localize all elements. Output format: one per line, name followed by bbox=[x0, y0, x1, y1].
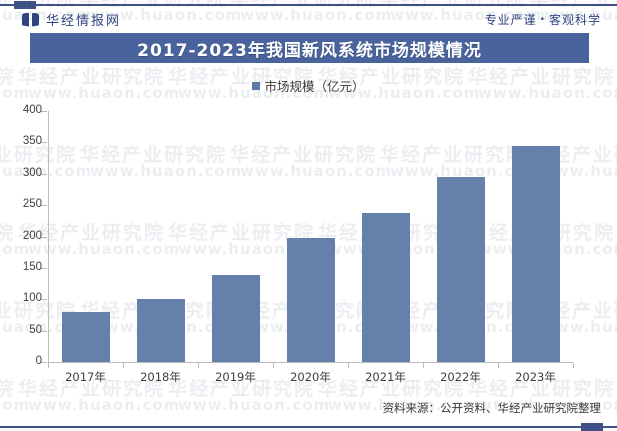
x-axis-tick-label: 2021年 bbox=[365, 370, 406, 384]
y-axis-tick bbox=[41, 205, 47, 207]
open-book-icon bbox=[22, 12, 39, 27]
y-axis-tick-label: 300 bbox=[22, 166, 42, 179]
page-title: 2017-2023年我国新风系统市场规模情况 bbox=[137, 40, 482, 61]
x-axis-ticks bbox=[48, 363, 574, 368]
chart-container: 市场规模（亿元） 0 50 100 150 200 250 300 350 400 2017年 2… bbox=[0, 63, 617, 393]
x-axis-tick bbox=[123, 363, 124, 368]
x-axis-tick-label: 2022年 bbox=[440, 370, 481, 384]
x-axis-tick bbox=[423, 363, 424, 368]
y-axis bbox=[48, 111, 49, 363]
tagline-separator-icon: • bbox=[539, 15, 546, 25]
page-header: 华经情报网 专业严谨 • 客观科学 bbox=[0, 8, 617, 32]
bar-series bbox=[48, 111, 573, 362]
x-axis-tick bbox=[348, 363, 349, 368]
bar[interactable] bbox=[286, 237, 335, 362]
x-axis-tick-label: 2017年 bbox=[65, 370, 106, 384]
watermark-url: www.huaon.com bbox=[178, 396, 331, 414]
y-axis-tick-label: 350 bbox=[22, 135, 42, 148]
bar-slot bbox=[123, 111, 198, 362]
y-axis-tick-label: 400 bbox=[22, 104, 42, 116]
title-banner: 2017-2023年我国新风系统市场规模情况 bbox=[30, 33, 589, 63]
chart-legend: 市场规模（亿元） bbox=[0, 76, 617, 95]
y-axis-tick-label: 150 bbox=[22, 260, 42, 273]
legend-swatch-icon bbox=[252, 81, 261, 90]
bottom-rule-cap bbox=[581, 423, 603, 431]
x-axis-tick-label: 2020年 bbox=[290, 370, 331, 384]
y-axis-tick bbox=[41, 267, 47, 269]
bar-slot bbox=[423, 111, 498, 362]
bar-slot bbox=[48, 111, 123, 362]
x-axis-tick-label: 2019年 bbox=[215, 370, 256, 384]
y-axis-tick-label: 200 bbox=[22, 229, 42, 242]
x-axis-tick bbox=[273, 363, 274, 368]
watermark-url: www.huaon.com bbox=[0, 396, 31, 414]
x-axis-tick bbox=[48, 363, 49, 368]
y-axis-tick-label: 0 bbox=[35, 355, 42, 367]
bar[interactable] bbox=[511, 145, 560, 362]
bar-slot bbox=[198, 111, 273, 362]
plot-area: 0 50 100 150 200 250 300 350 400 bbox=[23, 104, 574, 368]
legend-label: 市场规模（亿元） bbox=[264, 79, 365, 94]
y-axis-tick bbox=[41, 362, 47, 363]
y-axis-tick-label: 250 bbox=[22, 198, 42, 211]
bar-slot bbox=[348, 111, 423, 362]
bar[interactable] bbox=[61, 311, 110, 362]
bar[interactable] bbox=[436, 176, 485, 362]
x-axis-labels: 2017年 2018年 2019年 2020年 2021年 2022年 2023年 bbox=[48, 369, 573, 385]
x-axis bbox=[48, 362, 573, 363]
top-rule bbox=[0, 4, 617, 6]
bottom-rule bbox=[0, 426, 617, 428]
y-axis-tick bbox=[41, 111, 47, 112]
brand-name: 华经情报网 bbox=[46, 14, 122, 29]
y-axis-tick bbox=[41, 330, 47, 332]
bar-slot bbox=[498, 111, 573, 362]
source-note: 资料来源：公开资料、华经产业研究院整理 bbox=[382, 401, 602, 415]
watermark-url: www.huaon.com bbox=[28, 396, 181, 414]
y-axis-tick bbox=[41, 236, 47, 238]
x-axis-tick-label: 2018年 bbox=[140, 370, 181, 384]
x-axis-tick bbox=[573, 363, 574, 368]
tagline-right: 客观科学 bbox=[548, 13, 601, 27]
y-axis-tick-label: 100 bbox=[22, 292, 42, 305]
x-axis-tick bbox=[198, 363, 199, 368]
header-tagline: 专业严谨 • 客观科学 bbox=[485, 11, 601, 28]
tagline-left: 专业严谨 bbox=[484, 13, 537, 27]
x-axis-tick-label: 2023年 bbox=[515, 370, 556, 384]
bar[interactable] bbox=[361, 212, 410, 362]
bar[interactable] bbox=[211, 275, 260, 362]
bar[interactable] bbox=[136, 299, 185, 362]
y-axis-tick bbox=[41, 142, 47, 144]
y-axis-tick-label: 50 bbox=[29, 323, 42, 336]
bar-slot bbox=[273, 111, 348, 362]
y-axis-tick bbox=[41, 173, 47, 175]
y-axis-tick bbox=[41, 299, 47, 301]
top-rule-cap bbox=[14, 1, 36, 9]
brand[interactable]: 华经情报网 bbox=[22, 10, 121, 29]
x-axis-tick bbox=[498, 363, 499, 368]
